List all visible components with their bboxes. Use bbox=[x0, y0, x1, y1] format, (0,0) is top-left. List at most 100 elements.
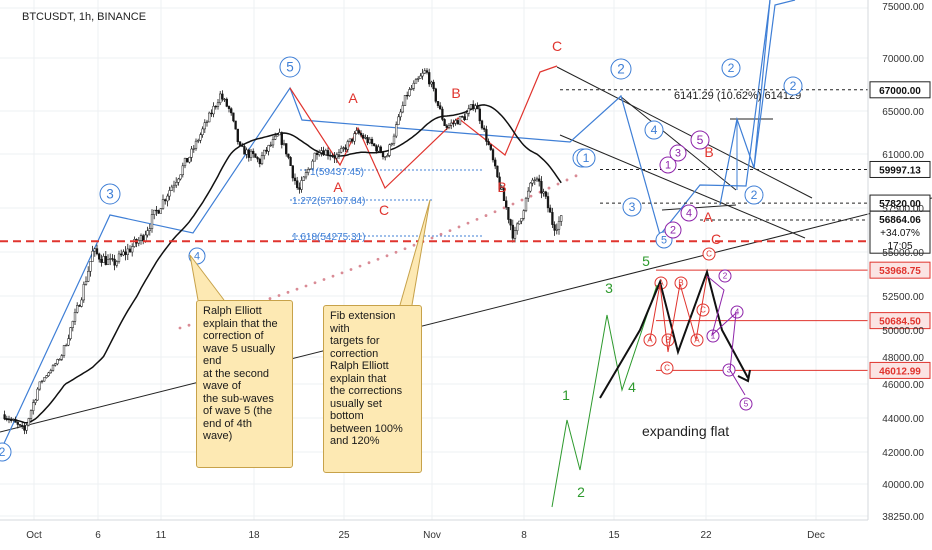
candle bbox=[76, 305, 79, 313]
candle bbox=[392, 135, 396, 144]
candle bbox=[170, 186, 173, 191]
candle bbox=[551, 212, 554, 225]
candle bbox=[252, 150, 255, 155]
candle bbox=[186, 157, 189, 163]
candle bbox=[384, 156, 387, 158]
candle bbox=[65, 344, 68, 347]
sar-dot bbox=[475, 217, 479, 221]
sar-dot bbox=[484, 214, 488, 217]
green-wave-label: 4 bbox=[628, 379, 636, 395]
y-tick-label: 55000.00 bbox=[882, 248, 924, 259]
candle bbox=[439, 105, 442, 110]
candle bbox=[329, 155, 332, 157]
y-tick-label: 50000.00 bbox=[882, 326, 924, 337]
inset-purple-label-text: 5 bbox=[744, 400, 749, 409]
candle bbox=[304, 172, 308, 178]
candle bbox=[12, 419, 15, 421]
candle bbox=[51, 365, 55, 371]
blue-wave-label-text: 2 bbox=[617, 62, 625, 77]
candle bbox=[238, 141, 242, 146]
x-axis: Oct 6 11 18 25 Nov 8 15 22 Dec bbox=[0, 519, 868, 541]
candle bbox=[190, 148, 193, 158]
candle bbox=[73, 312, 77, 322]
candle bbox=[161, 199, 165, 209]
y-tick-label: 61000.00 bbox=[882, 150, 924, 161]
candle bbox=[153, 209, 156, 215]
price-level-label: 53968.75 bbox=[879, 266, 921, 277]
candle bbox=[23, 426, 26, 431]
candle bbox=[18, 424, 22, 426]
candle bbox=[155, 209, 158, 212]
candle bbox=[221, 93, 224, 100]
candle bbox=[296, 180, 299, 188]
red-wave-label: A bbox=[348, 90, 358, 106]
sar-dot bbox=[295, 287, 299, 291]
candle bbox=[34, 399, 37, 403]
note-line: and 120% bbox=[330, 435, 380, 447]
candle bbox=[256, 157, 259, 160]
candle bbox=[344, 147, 347, 150]
x-tick-label: 25 bbox=[338, 530, 350, 541]
candle bbox=[100, 258, 103, 263]
candle bbox=[133, 239, 136, 247]
arrow-head bbox=[737, 369, 751, 383]
candle bbox=[342, 147, 345, 149]
note-line: the sub-waves bbox=[203, 392, 274, 405]
candle bbox=[346, 141, 349, 150]
purple-wave-label-text: 3 bbox=[675, 148, 681, 160]
candle bbox=[524, 197, 528, 211]
candle bbox=[505, 200, 508, 208]
red-wave-label: A bbox=[703, 209, 713, 225]
candle bbox=[14, 419, 17, 423]
inset-purple-label-text: 3 bbox=[727, 366, 732, 375]
candle bbox=[227, 106, 231, 109]
sar-dot bbox=[367, 261, 371, 265]
candle bbox=[355, 130, 358, 134]
candle bbox=[111, 258, 114, 260]
candle bbox=[412, 82, 415, 89]
sar-dot bbox=[547, 186, 551, 190]
candle bbox=[3, 414, 6, 420]
lower-trendline bbox=[0, 197, 932, 433]
candle bbox=[337, 151, 341, 155]
candle bbox=[441, 108, 444, 120]
candle bbox=[98, 253, 101, 260]
candle bbox=[289, 157, 292, 166]
candle bbox=[117, 253, 121, 262]
candle bbox=[109, 258, 112, 260]
candle bbox=[331, 155, 334, 157]
candle bbox=[500, 187, 503, 190]
red-wave-label: C bbox=[552, 38, 562, 54]
candle bbox=[410, 88, 413, 90]
candle bbox=[544, 191, 547, 197]
candle bbox=[216, 102, 220, 107]
candle bbox=[223, 98, 226, 101]
price-level-badge bbox=[869, 261, 931, 279]
y-tick-label: 42000.00 bbox=[882, 448, 924, 459]
purple-wave-label bbox=[659, 156, 677, 174]
candle bbox=[122, 251, 125, 256]
note-line: usually set bbox=[330, 397, 382, 410]
candle bbox=[89, 261, 92, 272]
candle bbox=[353, 133, 356, 142]
x-tick-label: Nov bbox=[423, 530, 441, 541]
candle bbox=[386, 155, 389, 157]
blue-wave-label-text: 4 bbox=[194, 251, 200, 263]
note-line: correction of bbox=[203, 330, 264, 342]
blue-wave-label-text: 3 bbox=[106, 187, 114, 202]
candle bbox=[513, 230, 517, 239]
note-line: end of 4th bbox=[203, 417, 252, 430]
candle bbox=[267, 145, 270, 152]
candle bbox=[326, 150, 330, 156]
candle bbox=[467, 108, 470, 114]
candle bbox=[461, 116, 464, 118]
blue-wave-label bbox=[622, 197, 642, 217]
y-tick-label: 52500.00 bbox=[882, 292, 924, 303]
grid bbox=[0, 0, 868, 520]
candle bbox=[113, 258, 116, 266]
y-tick-label: 48000.00 bbox=[882, 353, 924, 364]
candle bbox=[32, 402, 35, 411]
price-level-badge bbox=[869, 312, 931, 330]
blue-wave-label bbox=[721, 58, 741, 78]
sar-dot bbox=[493, 210, 497, 214]
